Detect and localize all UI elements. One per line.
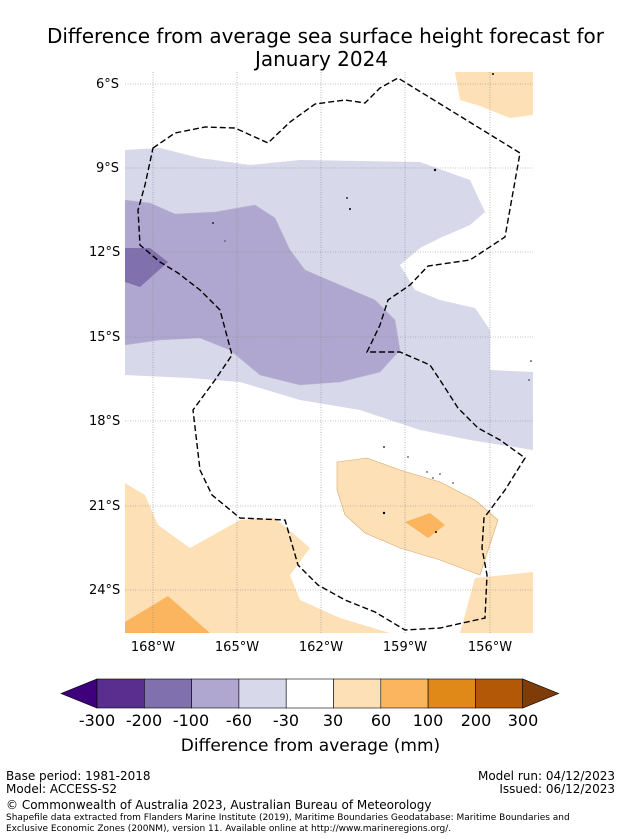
map-plot-area [125, 72, 533, 633]
base-period-text: Base period: 1981-2018 [6, 769, 151, 783]
anomaly-region-tan-central [337, 458, 498, 575]
colorbar-bin [475, 678, 523, 709]
lat-label: 21°S [89, 499, 121, 514]
anomaly-region-dark-purple [125, 248, 168, 287]
colorbar-bin [380, 678, 429, 709]
lat-label: 6°S [96, 77, 120, 92]
colorbar-title: Difference from average (mm) [180, 736, 441, 756]
islands [212, 73, 532, 533]
anomaly-region-tan-southeast [460, 572, 533, 633]
colorbar-extend-low [60, 678, 98, 709]
map-title-line-1: Difference from average sea surface heig… [46, 24, 605, 48]
colorbar [60, 678, 560, 709]
colorbar-tick-label: -100 [172, 711, 210, 730]
colorbar-tick-label: -200 [125, 711, 163, 730]
colorbar-tick-label: 30 [322, 711, 344, 730]
lat-label: 18°S [89, 414, 121, 429]
colorbar-tick-label: 300 [507, 711, 539, 730]
lat-label: 24°S [89, 583, 121, 598]
colorbar-tick-label: 60 [370, 711, 392, 730]
model-run-text: Model run: 04/12/2023 [477, 769, 615, 783]
copyright-text: © Commonwealth of Australia 2023, Austra… [6, 798, 432, 812]
colorbar-bin [427, 678, 476, 709]
colorbar-bin [144, 678, 192, 709]
anomaly-region-orange-southwest [125, 596, 210, 633]
colorbar-tick-label: -60 [225, 711, 253, 730]
colorbar-extend-high [522, 678, 560, 709]
colorbar-bin [238, 678, 287, 709]
colorbar-tick-label: 200 [460, 711, 492, 730]
issued-text: Issued: 06/12/2023 [499, 782, 615, 796]
model-text: Model: ACCESS-S2 [6, 782, 118, 796]
shapefile-credit-text: Shapefile data extracted from Flanders M… [6, 813, 570, 834]
colorbar-bin [191, 678, 240, 709]
anomaly-region-tan-southwest [125, 483, 390, 633]
colorbar-bin [333, 678, 382, 709]
lat-gridlines [125, 83, 533, 591]
anomaly-region-tan-north [455, 72, 533, 118]
lon-label: 156°W [467, 640, 513, 655]
lon-label: 165°W [214, 640, 260, 655]
colorbar-tick-label: 100 [412, 711, 444, 730]
eez-boundary [137, 77, 526, 631]
anomaly-region-orange-central [405, 513, 445, 538]
lat-label: 12°S [89, 245, 121, 260]
lon-label: 162°W [298, 640, 344, 655]
lat-label: 9°S [96, 161, 120, 176]
colorbar-bin [285, 678, 334, 709]
lon-gridlines [152, 72, 491, 633]
lon-label: 159°W [382, 640, 428, 655]
anomaly-region-medium-purple [125, 200, 400, 385]
colorbar-bin [96, 678, 145, 709]
colorbar-tick-label: -300 [78, 711, 116, 730]
lat-label: 15°S [89, 330, 121, 345]
colorbar-tick-label: -30 [272, 711, 300, 730]
lon-label: 168°W [130, 640, 176, 655]
map-title-line-2: January 2024 [254, 47, 389, 71]
